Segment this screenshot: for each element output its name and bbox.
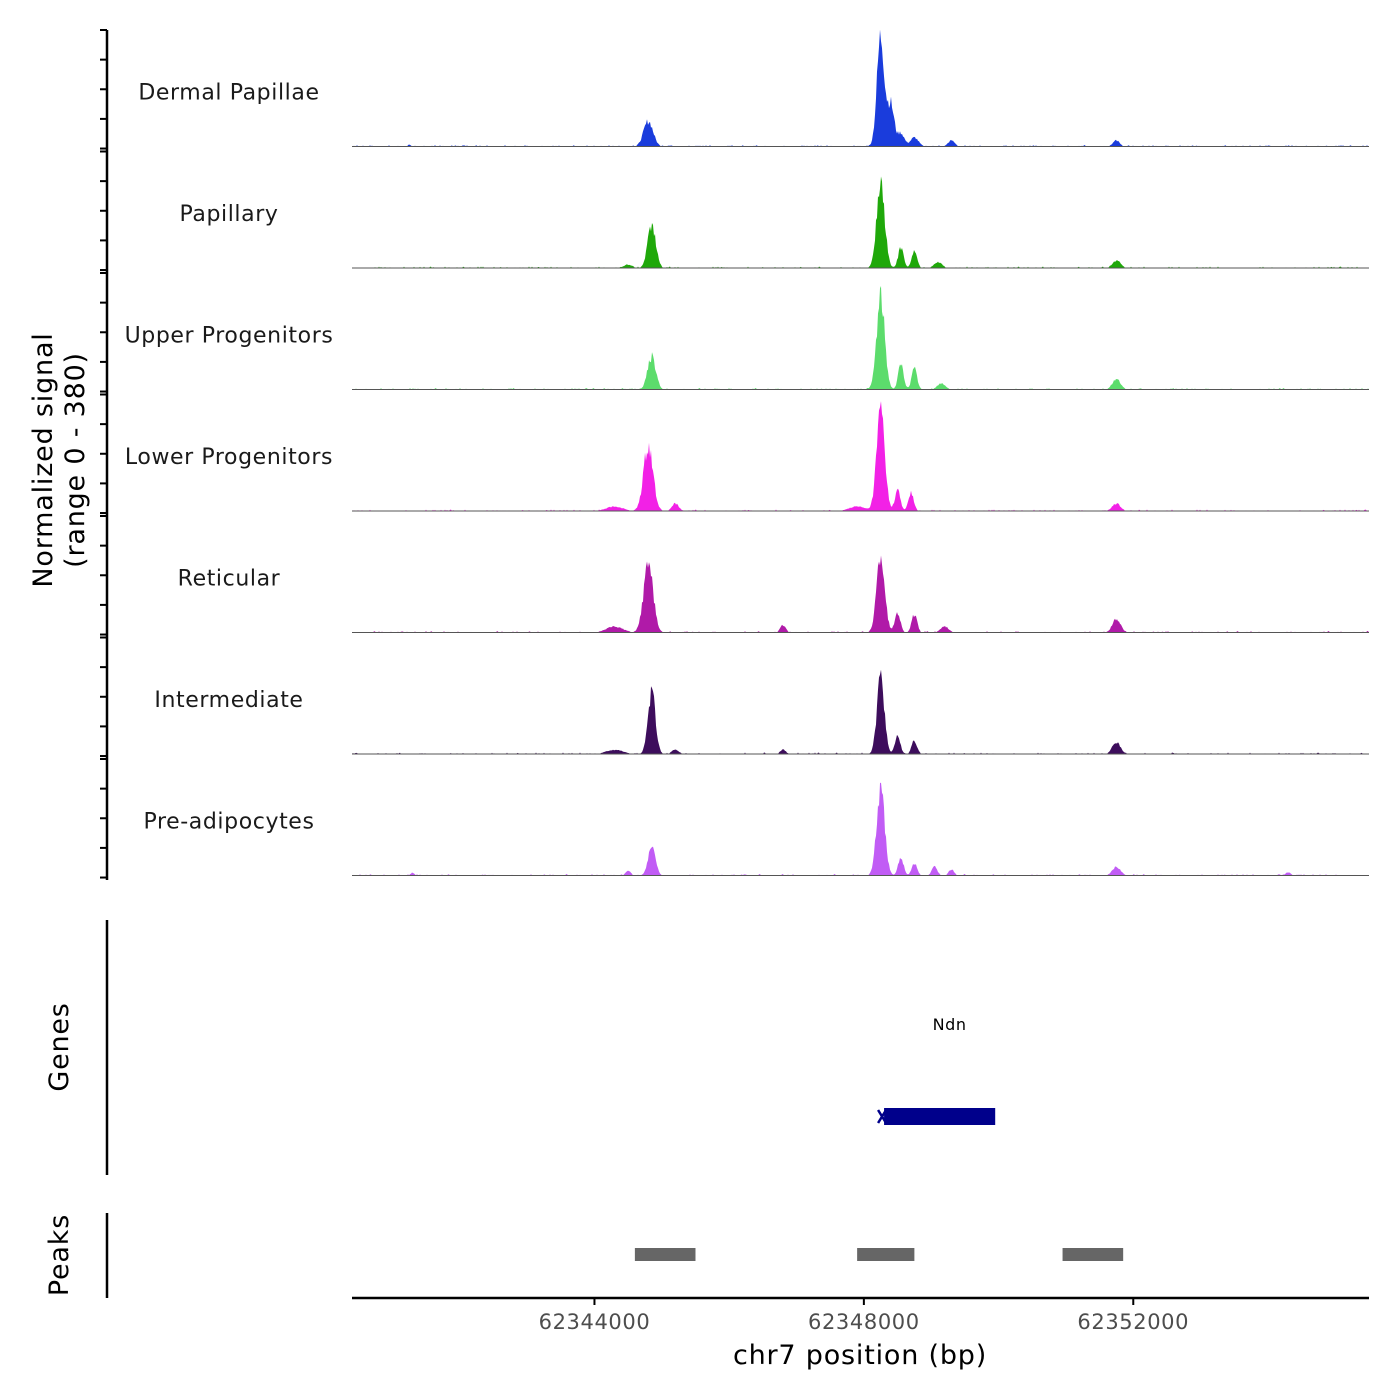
gene-annotations: Ndn [877, 1015, 996, 1125]
track-label: Lower Progenitors [125, 445, 333, 470]
track-label: Papillary [179, 202, 278, 227]
track-label: Upper Progenitors [125, 324, 334, 349]
genes-panel-title: Genes [44, 1002, 75, 1091]
x-tick-label: 62344000 [539, 1310, 651, 1334]
track-label: Reticular [178, 567, 281, 592]
gene-body [884, 1108, 996, 1125]
track-lower-progenitors: Lower Progenitors [125, 401, 1369, 512]
signal-area [352, 782, 1369, 876]
x-axis-title: chr7 position (bp) [733, 1340, 987, 1371]
signal-area [352, 29, 1369, 147]
gene-strand-marker [877, 1109, 888, 1124]
coverage-y-ticks [100, 29, 107, 879]
track-papillary: Papillary [179, 176, 1369, 269]
x-axis-ticks: 62344000 62348000 62352000 [539, 1298, 1189, 1334]
peak-regions [634, 1248, 1124, 1261]
track-label: Pre-adipocytes [143, 810, 314, 835]
signal-area [352, 401, 1369, 511]
signal-area [352, 286, 1369, 390]
x-tick-label: 62348000 [808, 1310, 920, 1334]
signal-area [352, 669, 1369, 754]
track-pre-adipocytes: Pre-adipocytes [143, 782, 1369, 876]
track-upper-progenitors: Upper Progenitors [125, 286, 1369, 390]
x-tick-label: 62352000 [1077, 1310, 1189, 1334]
peaks-panel-title: Peaks [44, 1214, 75, 1296]
track-intermediate: Intermediate [154, 669, 1369, 755]
y-axis-title-line2: (range 0 - 380) [60, 352, 91, 568]
peak-region [857, 1248, 915, 1261]
track-dermal-papillae: Dermal Papillae [138, 29, 1369, 147]
coverage-tracks: Dermal Papillae Papillary Upper Progenitor… [125, 29, 1369, 876]
signal-area [352, 555, 1369, 633]
peak-region [1062, 1248, 1124, 1261]
track-reticular: Reticular [178, 555, 1369, 633]
signal-area [352, 176, 1369, 268]
track-label: Intermediate [154, 688, 303, 713]
y-axis-title: Normalized signal (range 0 - 380) [28, 332, 91, 587]
track-label: Dermal Papillae [138, 81, 319, 106]
y-axis-title-line1: Normalized signal [28, 332, 59, 587]
peak-region [634, 1248, 696, 1261]
gene-label: Ndn [933, 1015, 967, 1034]
